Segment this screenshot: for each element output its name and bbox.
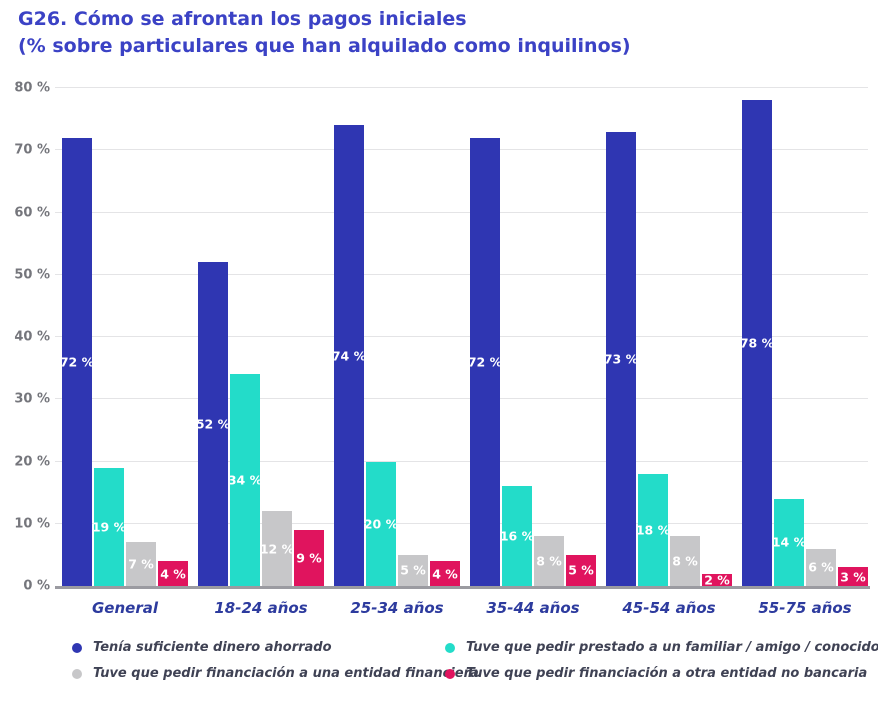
bar-value-label: 8 % [536,553,562,569]
bar: 78 % [739,100,775,586]
bar-group: 78 % 14 % 6 % 3 % [739,88,868,586]
legend-label: Tenía suficiente dinero ahorrado [93,640,332,655]
bar-group: 72 % 19 % 7 % 4 % [59,88,188,586]
bar: 5 % [398,554,428,586]
x-tick-label: 45-54 años [622,599,716,617]
y-tick-label: 70 % [14,142,50,158]
legend-label: Tuve que pedir financiación a una entida… [93,666,479,681]
x-tick-label: General [92,599,158,617]
bar: 5 % [566,554,596,586]
legend-item: Tuve que pedir financiación a una entida… [72,666,479,681]
y-tick-label: 40 % [14,329,50,345]
gridline [55,87,868,88]
x-tick-label: 55-75 años [758,599,852,617]
gridline [55,460,868,462]
bar: 7 % [126,542,156,586]
bar-value-label: 6 % [808,559,834,575]
bar-value-label: 18 % [635,522,671,538]
bar: 52 % [195,262,231,586]
gridline [55,211,868,213]
y-tick-label: 0 % [23,578,50,594]
bar: 18 % [635,473,671,586]
bar-value-label: 16 % [499,528,535,544]
chart-title-line2: (% sobre particulares que han alquilado … [18,34,631,57]
bar-value-label: 4 % [160,566,186,582]
bar-value-label: 4 % [432,566,458,582]
bar-value-label: 9 % [296,550,322,566]
legend-dot-icon [72,668,82,679]
bar: 72 % [59,137,95,586]
y-tick-label: 10 % [14,516,50,532]
bar-group: 74 % 20 % 5 % 4 % [331,88,460,586]
y-tick-label: 20 % [14,454,50,469]
y-tick-label: 50 % [14,267,50,283]
y-tick-label: 30 % [14,391,50,407]
bar: 72 % [467,137,503,586]
y-axis: 0 % 10 % 20 % 30 % 40 % 50 % 60 % 70 % 80 % [0,81,54,594]
bar: 73 % [603,131,639,586]
bar-group: 72 % 16 % 8 % 5 % [467,88,596,586]
bar-value-label: 8 % [672,553,698,569]
bar-value-label: 14 % [771,534,807,550]
legend-label: Tuve que pedir prestado a un familiar / … [466,640,878,655]
x-tick-label: 35-44 años [486,599,580,617]
bar: 20 % [363,461,399,586]
legend-dot-icon [445,642,455,653]
chart-title-line1: G26. Cómo se afrontan los pagos iniciale… [18,8,467,30]
bar-value-label: 7 % [128,556,154,572]
bar: 3 % [838,567,868,586]
y-tick-label: 60 % [14,205,50,220]
bar-value-label: 78 % [739,335,775,351]
gridline [55,149,868,151]
gridline [55,522,868,524]
bar: 16 % [499,486,535,586]
legend: Tenía suficiente dinero ahorrado Tuve que… [72,640,878,681]
legend-item: Tuve que pedir financiación a otra entid… [445,666,878,681]
bar-value-label: 5 % [568,562,594,578]
legend-item: Tuve que pedir prestado a un familiar / … [445,640,878,655]
bar: 74 % [331,125,367,586]
bar-value-label: 3 % [840,569,866,585]
bar-value-label: 5 % [400,562,426,578]
bar-value-label: 72 % [467,354,503,370]
bar: 34 % [227,374,263,586]
bar-value-label: 52 % [195,416,231,432]
gridline [55,336,868,337]
bar-group: 73 % 18 % 8 % 2 % [603,88,732,588]
bar-value-label: 19 % [91,519,127,535]
bar: 8 % [534,536,564,586]
y-tick-label: 80 % [14,80,50,96]
bar: 14 % [771,498,807,586]
bar-group: 52 % 34 % 12 % 9 % [195,88,324,586]
legend-dot-icon [72,642,82,653]
plot-area: 72 % 19 % 7 % 4 % 52 % 34 % 12 % 9 % 74 % 20 % 5 %… [55,87,870,589]
chart-title: G26. Cómo se afrontan los pagos iniciale… [18,6,631,59]
bar-value-label: 74 % [331,348,367,364]
x-axis-line [55,586,870,589]
x-axis-labels: General 18-24 años 25-34 años 35-44 años 45-… [62,599,868,617]
bar: 4 % [430,561,460,586]
bar: 4 % [158,561,188,586]
bar-groups: 72 % 19 % 7 % 4 % 52 % 34 % 12 % 9 % 74 % 20 % 5 %… [59,88,868,588]
bar: 12 % [259,511,295,586]
bar-value-label: 12 % [259,541,295,557]
legend-item: Tenía suficiente dinero ahorrado [72,640,445,655]
bar: 2 % [702,572,732,588]
x-tick-label: 25-34 años [350,599,444,617]
bar: 8 % [670,536,700,586]
bar-value-label: 2 % [704,572,730,588]
bar-value-label: 72 % [59,354,95,370]
bar-value-label: 34 % [227,472,263,488]
gridline [55,398,868,400]
bar-value-label: 20 % [363,516,399,532]
bar-value-label: 73 % [603,351,639,367]
legend-label: Tuve que pedir financiación a otra entid… [466,666,868,681]
bar: 6 % [806,548,836,586]
bar: 9 % [294,529,324,586]
gridline [55,273,868,275]
legend-dot-icon [445,668,455,679]
bar: 19 % [91,467,127,586]
x-tick-label: 18-24 años [214,599,308,617]
